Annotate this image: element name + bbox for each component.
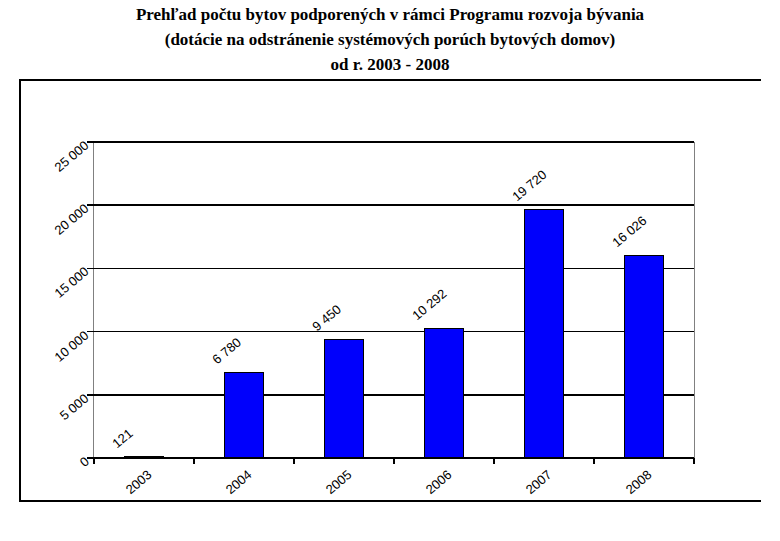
y-axis-tick	[87, 141, 94, 143]
x-axis-tick	[393, 458, 395, 464]
chart-figure: Prehľad počtu bytov podporených v rámci …	[0, 0, 780, 541]
x-axis-tick	[693, 458, 695, 464]
bar-2007	[524, 209, 564, 458]
chart-title: Prehľad počtu bytov podporených v rámci …	[0, 2, 780, 77]
chart-title-line1: Prehľad počtu bytov podporených v rámci …	[0, 2, 780, 27]
x-axis-tick	[493, 458, 495, 464]
bar-2006	[424, 328, 464, 458]
x-axis-line	[87, 457, 694, 459]
y-axis-tick	[87, 204, 94, 206]
gridline	[94, 141, 694, 143]
bar-2004	[224, 372, 264, 458]
y-axis-tick	[87, 268, 94, 270]
bar-2008	[624, 255, 664, 458]
bar-2005	[324, 339, 364, 458]
x-axis-tick	[93, 458, 95, 464]
x-axis-tick	[593, 458, 595, 464]
gridline	[94, 204, 694, 206]
y-axis-tick	[87, 394, 94, 396]
chart-title-line2: (dotácie na odstránenie systémových porú…	[0, 27, 780, 52]
chart-title-line3: od r. 2003 - 2008	[0, 52, 780, 77]
y-axis-tick	[87, 331, 94, 333]
x-axis-tick	[193, 458, 195, 464]
x-axis-tick	[293, 458, 295, 464]
gridline	[94, 331, 694, 333]
gridline	[94, 268, 694, 270]
plot-area	[93, 142, 695, 458]
bar-2003	[124, 456, 164, 458]
gridline	[94, 394, 694, 396]
